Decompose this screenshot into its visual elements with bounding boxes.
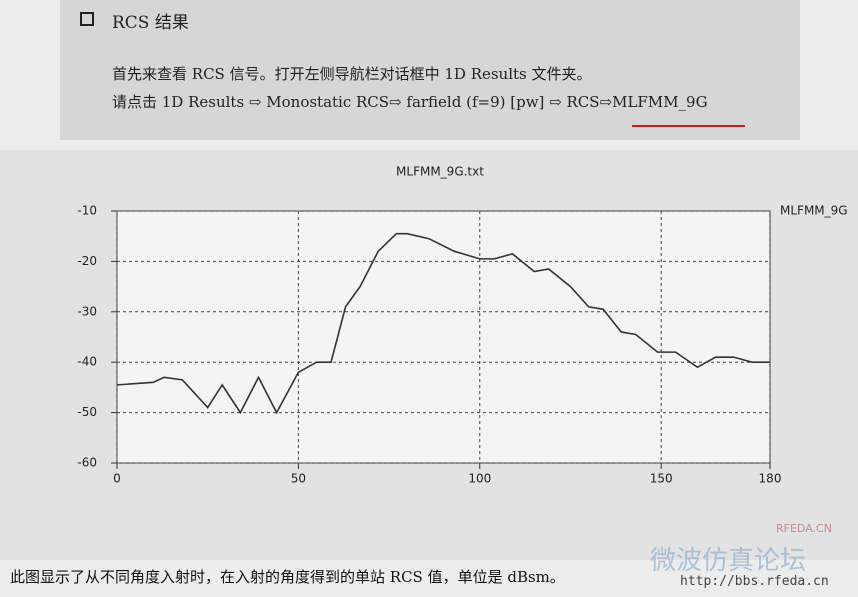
text-line: 首先来查看 RCS 信号。打开左侧导航栏对话框中 1D Results 文件夹。	[112, 65, 592, 83]
text-line: 请点击 1D Results ⇨ Monostatic RCS⇨ farfiel…	[112, 93, 708, 111]
x-tick-label: 100	[468, 472, 491, 486]
x-tick-label: 180	[759, 472, 782, 486]
y-tick-label: -50	[77, 405, 97, 419]
watermark-site: RFEDA.CN	[776, 522, 832, 535]
heading: RCS 结果	[112, 13, 189, 33]
x-tick-label: 50	[291, 472, 306, 486]
y-tick-label: -40	[77, 355, 97, 369]
bullet	[80, 12, 94, 26]
y-tick-label: -10	[77, 204, 97, 218]
plot-area	[116, 210, 771, 464]
y-tick-label: -60	[77, 456, 97, 470]
underline	[632, 125, 745, 127]
chart-title: MLFMM_9G.txt	[396, 165, 484, 179]
watermark-forum: 微波仿真论坛	[650, 546, 807, 576]
y-tick-label: -30	[77, 304, 97, 318]
x-tick-label: 150	[650, 472, 673, 486]
chart: MLFMM_9G.txt -10 -20 -30 -40 -50 -60 0 50 100 150…	[0, 150, 858, 560]
top-band	[60, 0, 800, 140]
data-line	[116, 232, 770, 415]
x-tick-label: 0	[113, 472, 121, 486]
legend-entry: MLFMM_9G	[780, 204, 848, 218]
caption: 此图显示了从不同角度入射时，在入射的角度得到的单站 RCS 值，单位是 dBsm…	[10, 568, 565, 586]
y-tick-label: -20	[77, 254, 97, 268]
watermark-url: http://bbs.rfeda.cn	[680, 574, 829, 589]
